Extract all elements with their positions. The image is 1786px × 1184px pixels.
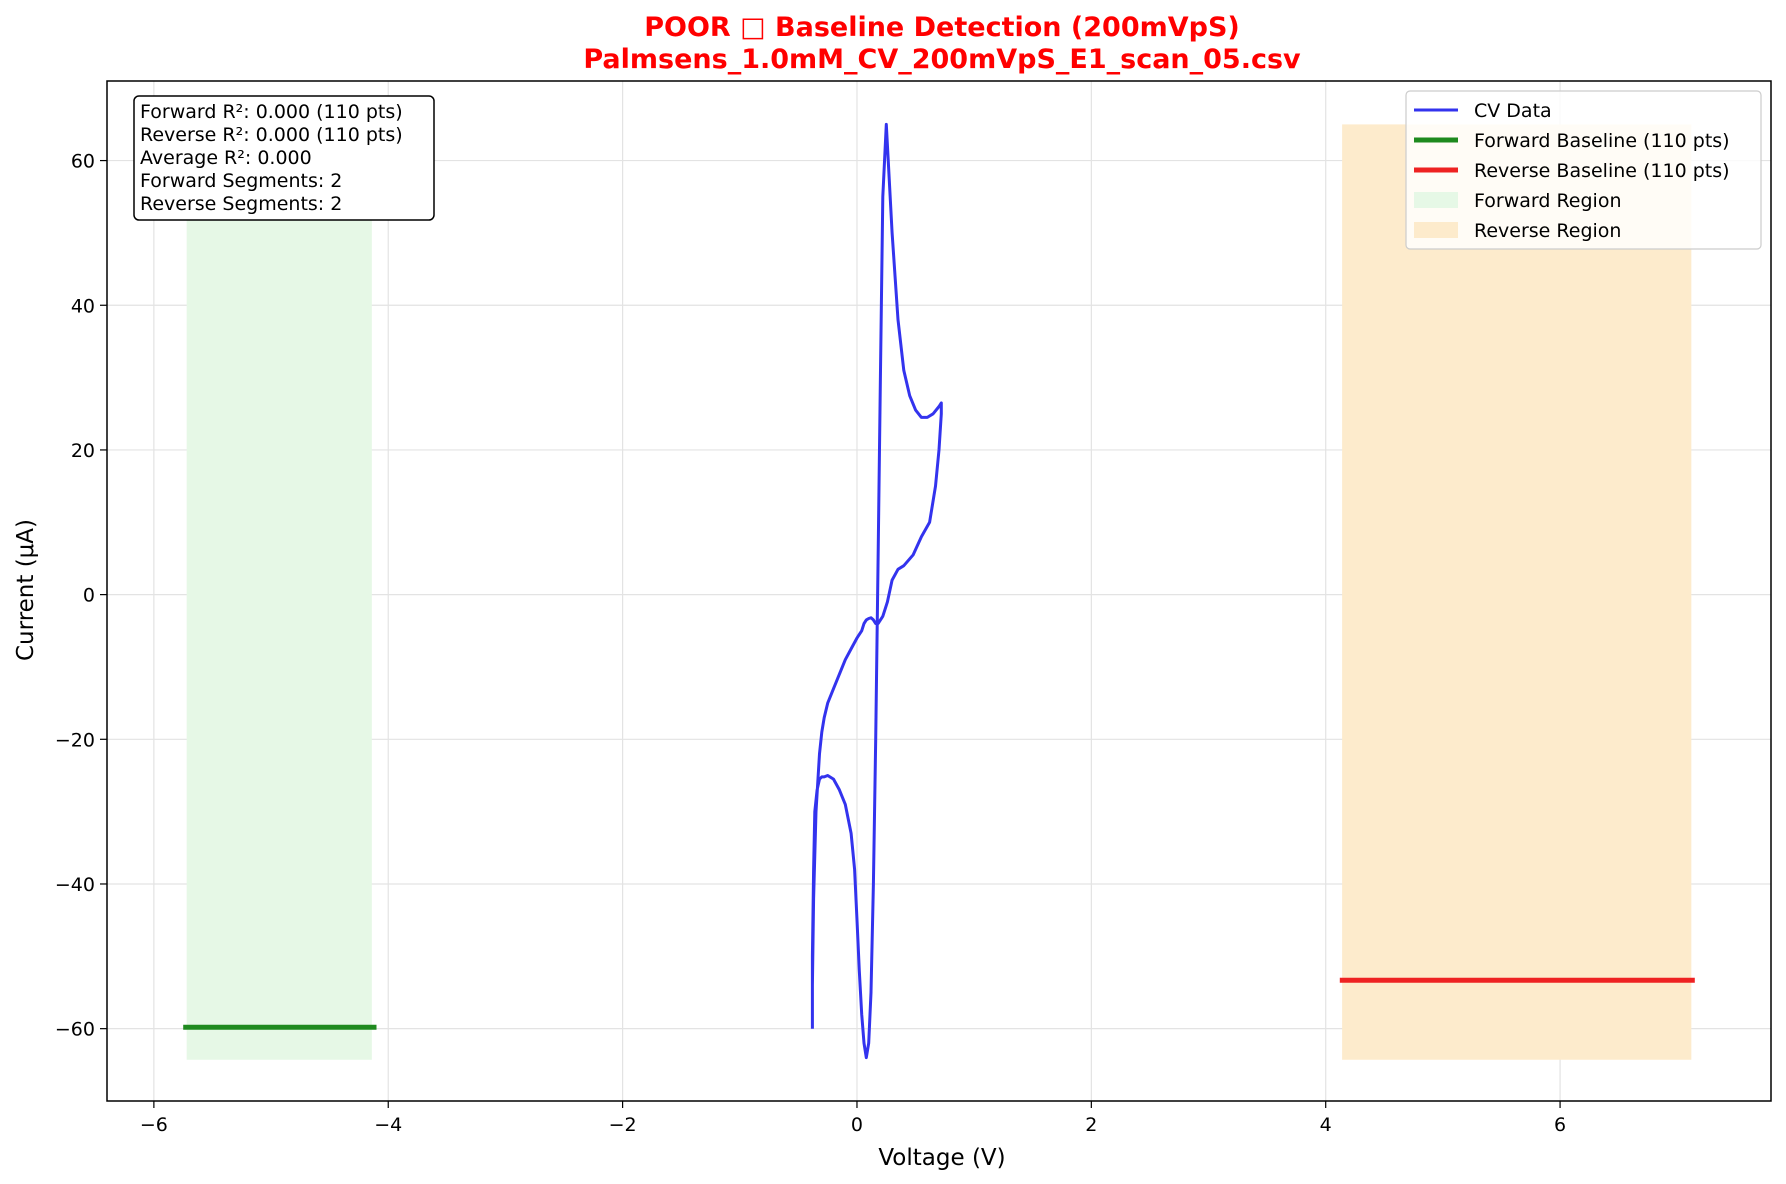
- x-tick-label: 6: [1554, 1114, 1566, 1136]
- y-axis-label: Current (μA): [13, 519, 39, 661]
- stats-line: Average R²: 0.000: [140, 147, 312, 169]
- reverse-region-band: [1342, 124, 1692, 1060]
- legend-label: CV Data: [1474, 100, 1552, 122]
- legend-frame: [1405, 90, 1762, 250]
- plot-frame: [106, 80, 1772, 1102]
- x-tick-label: 4: [1320, 1114, 1332, 1136]
- x-tick-label: −6: [140, 1114, 168, 1136]
- stats-line: Forward Segments: 2: [140, 170, 342, 192]
- y-tick-label: −40: [55, 874, 95, 896]
- x-tick-label: 2: [1085, 1114, 1097, 1136]
- chart-title: POOR □ Baseline Detection (200mVpS): [644, 12, 1240, 43]
- x-tick-label: −2: [609, 1114, 637, 1136]
- y-tick-label: 0: [83, 585, 95, 607]
- y-tick-label: 20: [71, 440, 95, 462]
- x-axis-label: Voltage (V): [878, 1145, 1005, 1171]
- forward-region-band: [186, 124, 372, 1060]
- y-tick-label: 40: [71, 295, 95, 317]
- legend-label: Reverse Baseline (110 pts): [1474, 160, 1730, 182]
- stats-line: Reverse Segments: 2: [140, 193, 342, 215]
- stats-box: Forward R²: 0.000 (110 pts)Reverse R²: 0…: [133, 95, 435, 221]
- legend-swatch: [1414, 222, 1458, 238]
- stats-line: Reverse R²: 0.000 (110 pts): [140, 124, 403, 146]
- stats-line: Forward R²: 0.000 (110 pts): [140, 101, 403, 123]
- legend: CV Data Forward Baseline (110 pts) Reverse…: [1405, 90, 1762, 250]
- legend-label: Forward Region: [1474, 190, 1622, 212]
- plot-series: [183, 122, 1695, 1060]
- y-tick-label: −20: [55, 729, 95, 751]
- x-tick-label: −4: [374, 1114, 402, 1136]
- y-tick-label: 60: [71, 151, 95, 173]
- legend-label: Reverse Region: [1474, 220, 1621, 242]
- legend-label: Forward Baseline (110 pts): [1474, 130, 1730, 152]
- legend-swatch: [1414, 192, 1458, 208]
- cv-data-line: [810, 122, 943, 1060]
- chart-subtitle: Palmsens_1.0mM_CV_200mVpS_E1_scan_05.csv: [583, 44, 1301, 75]
- x-tick-label: 0: [851, 1114, 863, 1136]
- y-tick-label: −60: [55, 1019, 95, 1041]
- stats-box-frame: [133, 95, 435, 221]
